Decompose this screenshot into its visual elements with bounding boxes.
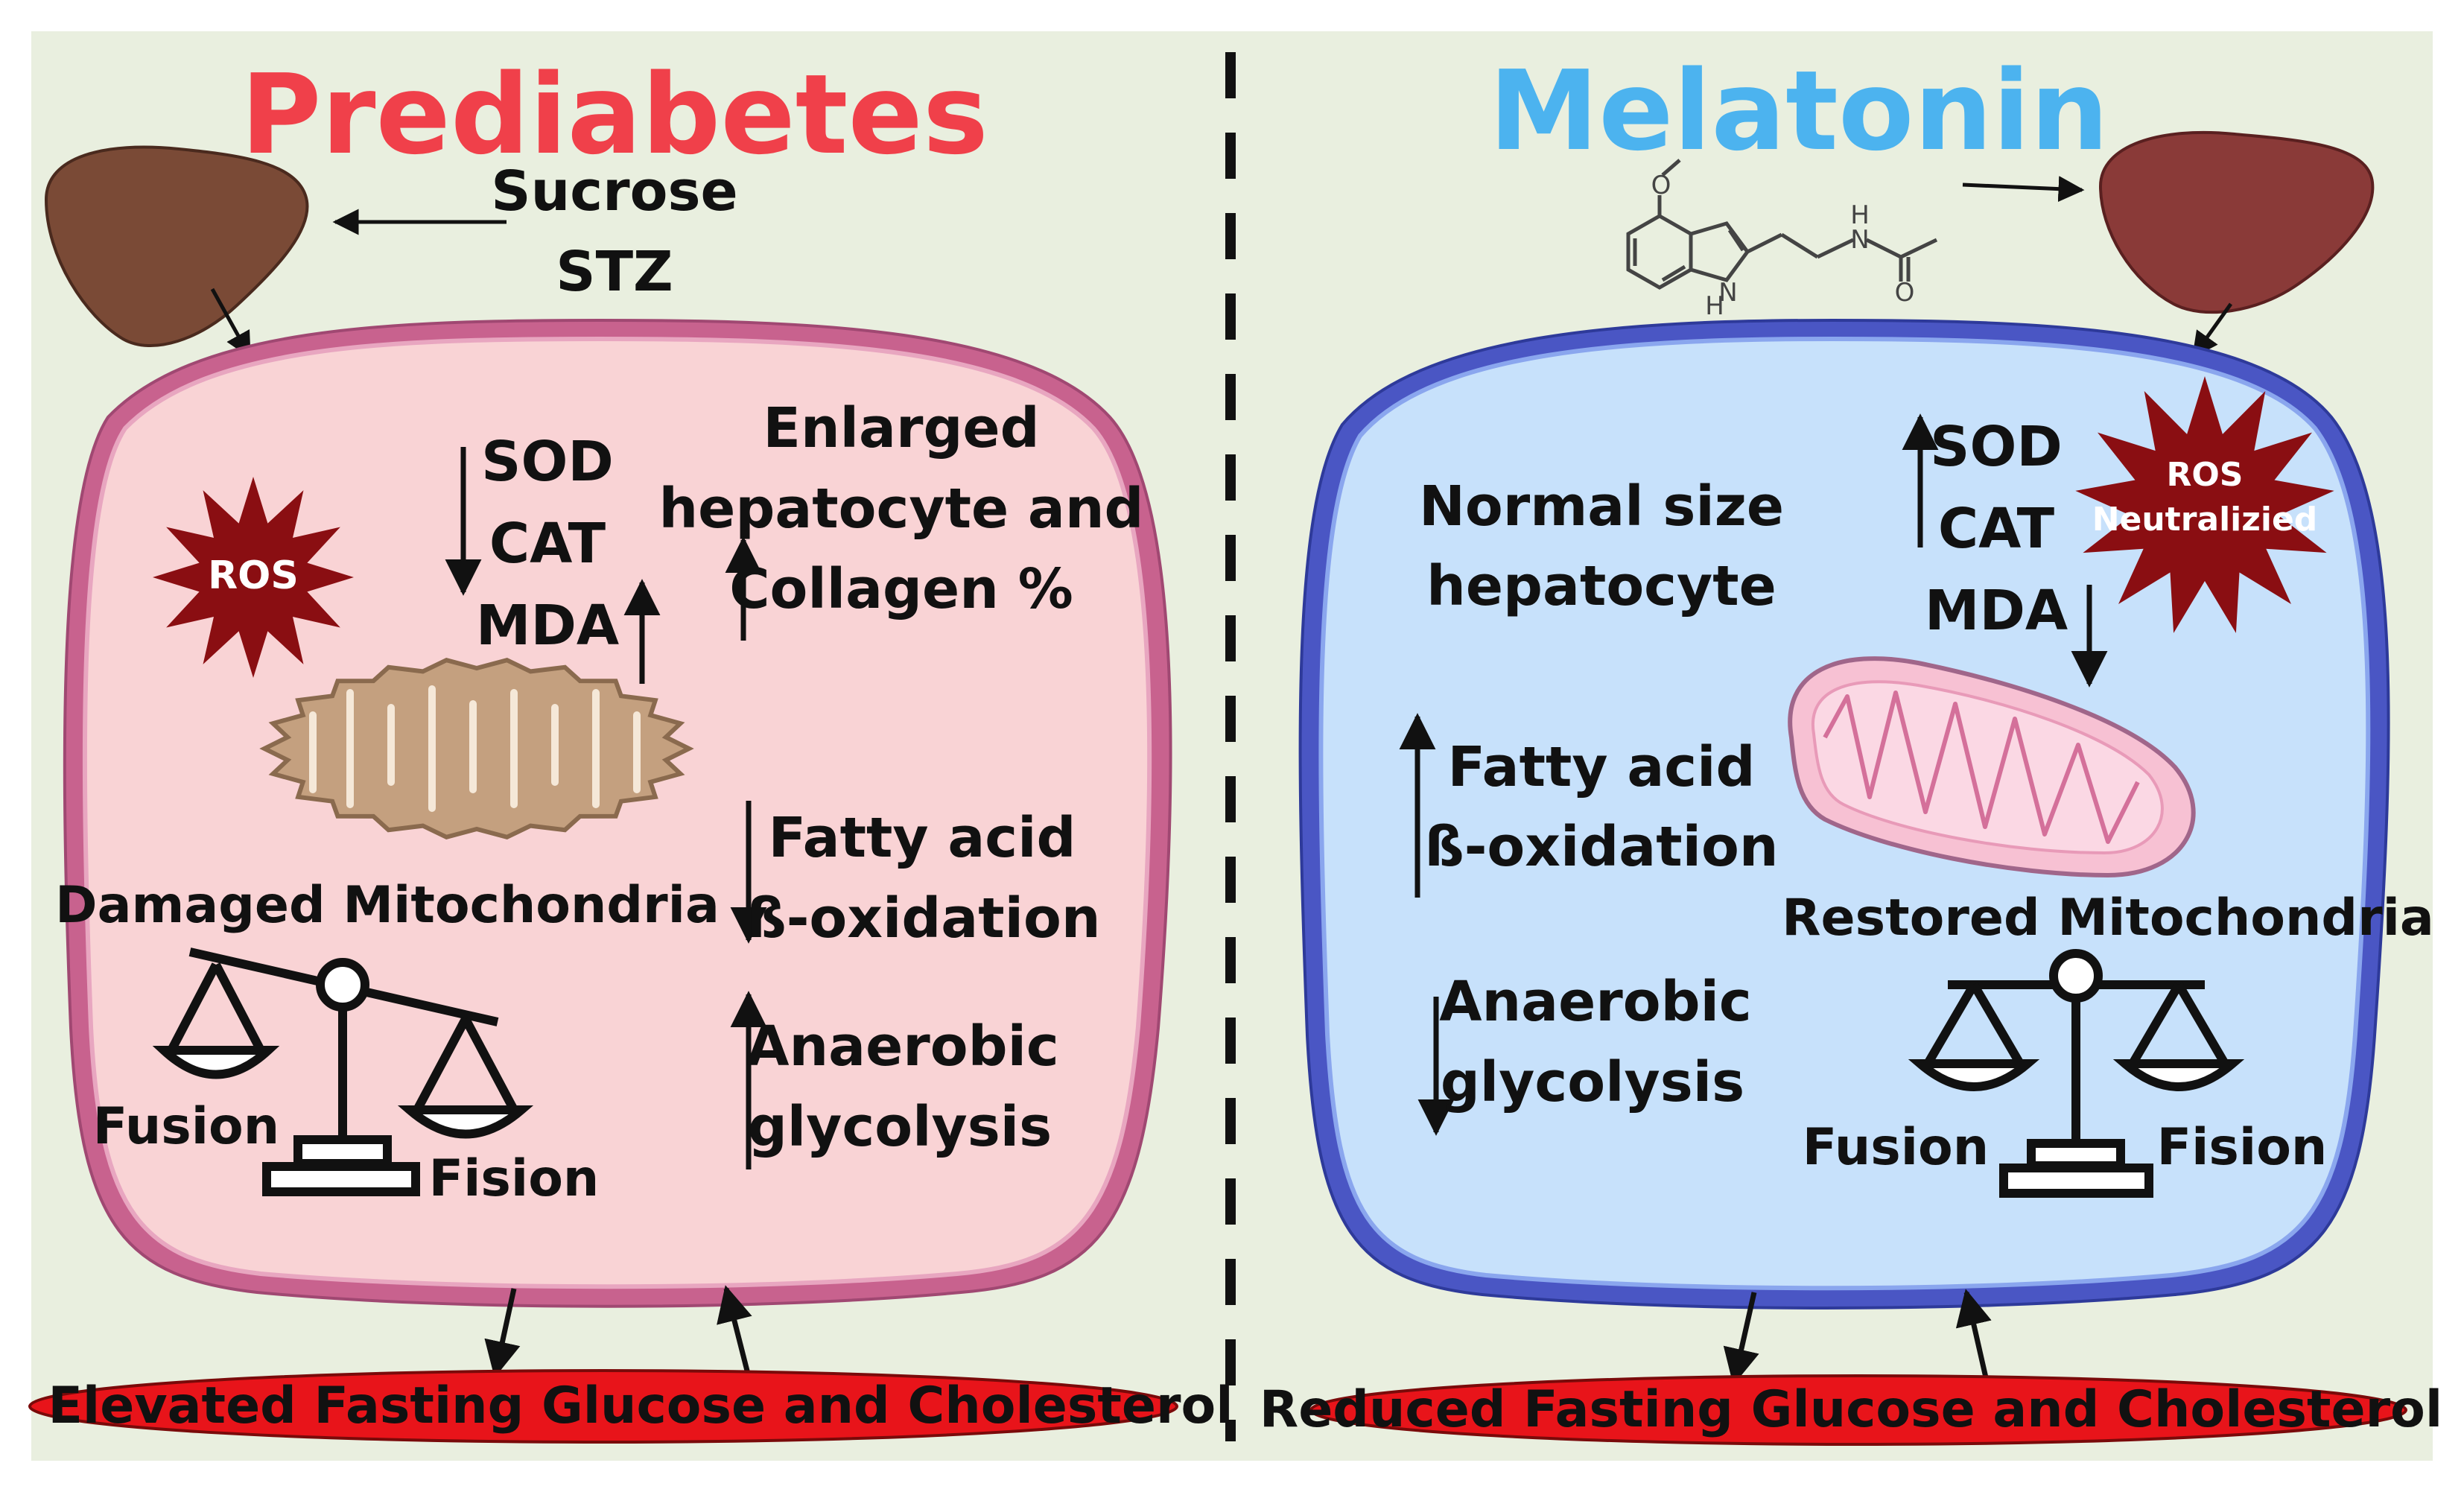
outcome-label: Reduced Fasting Glucose and Cholesterol	[1260, 1380, 2442, 1439]
outcome-to-cell-arrow	[717, 1285, 752, 1377]
molecule-nitrogen-h: H	[1705, 291, 1724, 321]
damaged-mitochondria-cristae	[309, 685, 641, 812]
fatty-acid-line-1: Fatty acid	[1447, 735, 1755, 799]
damaged-mitochondria-label: Damaged Mitochondria	[55, 876, 720, 935]
fatty-acid-line-1: Fatty acid	[768, 806, 1076, 870]
molecule-oxygen-2: O	[1895, 278, 1915, 308]
fatty-acid-line-2: ß-oxidation	[746, 886, 1100, 950]
ros-neutralized-star-icon	[2075, 376, 2334, 633]
glycolysis-line-2: glycolysis	[748, 1095, 1052, 1159]
molecule-nitrogen: N	[1718, 278, 1737, 308]
ros-neutralized-label-2: Neutralizied	[2092, 501, 2318, 539]
ros-star-icon	[153, 477, 354, 678]
fusion-label: Fusion	[1803, 1118, 1989, 1177]
melatonin-panel: Melatonin O N H H N O	[1260, 47, 2442, 1446]
balanced-scale-icon	[1908, 949, 2245, 1198]
fission-label: Fision	[429, 1149, 600, 1208]
marker-sod: SOD	[481, 430, 614, 494]
glycolysis-line-1: Anaerobic	[746, 1015, 1059, 1079]
marker-sod: SOD	[1930, 415, 2063, 479]
fatty-acid-line-2: ß-oxidation	[1424, 815, 1778, 879]
fission-label: Fision	[2157, 1118, 2328, 1177]
molecule-amide-h: H	[1850, 200, 1870, 230]
cell-to-outcome-arrow	[484, 1288, 521, 1378]
marker-cat: CAT	[489, 512, 606, 576]
melatonin-molecule-icon	[1626, 159, 1938, 290]
molecule-oxygen-1: O	[1651, 171, 1671, 200]
inducer-stz: STZ	[556, 240, 673, 304]
outcome-bar	[1309, 1374, 2407, 1446]
inducer-sucrose: Sucrose	[491, 159, 737, 223]
fusion-label: Fusion	[93, 1097, 279, 1156]
hepatocyte-line-2: hepatocyte and	[658, 477, 1143, 541]
prediabetes-panel: Prediabetes Sucrose STZ ROS SOD CAT MDA …	[28, 51, 1233, 1444]
liver-to-cell-arrow	[210, 288, 252, 359]
hepatocyte-line-1: Enlarged	[763, 396, 1039, 460]
hepatocyte-line-3: Collagen %	[729, 557, 1073, 621]
outcome-to-cell-arrow	[1955, 1289, 1992, 1385]
imbalance-scale-icon	[152, 947, 534, 1196]
cell-to-outcome-arrow	[1723, 1292, 1759, 1385]
restored-mitochondria-label: Restored Mitochondria	[1782, 889, 2434, 947]
hepatocyte-line-2: hepatocyte	[1426, 554, 1776, 618]
outcome-bar	[28, 1369, 1178, 1444]
molecule-amide-n: N	[1850, 225, 1869, 255]
marker-mda: MDA	[1925, 579, 2068, 643]
molecule-to-liver-arrow	[1962, 176, 2085, 203]
liver-icon-right	[2098, 130, 2375, 314]
restored-mitochondria-icon	[1788, 656, 2196, 878]
liver-icon	[44, 145, 309, 348]
glycolysis-line-2: glycolysis	[1441, 1050, 1744, 1114]
ros-label: ROS	[208, 553, 299, 598]
marker-cat: CAT	[1938, 497, 2055, 561]
marker-mda: MDA	[476, 594, 619, 658]
glycolysis-line-1: Anaerobic	[1439, 970, 1752, 1034]
ros-neutralized-label-1: ROS	[2167, 456, 2244, 494]
hepatocyte-line-1: Normal size	[1419, 474, 1784, 539]
outcome-label: Elevated Fasting Glucose and Cholesterol	[48, 1377, 1233, 1435]
melatonin-title: Melatonin	[1489, 47, 2109, 175]
prediabetes-title: Prediabetes	[241, 51, 988, 179]
